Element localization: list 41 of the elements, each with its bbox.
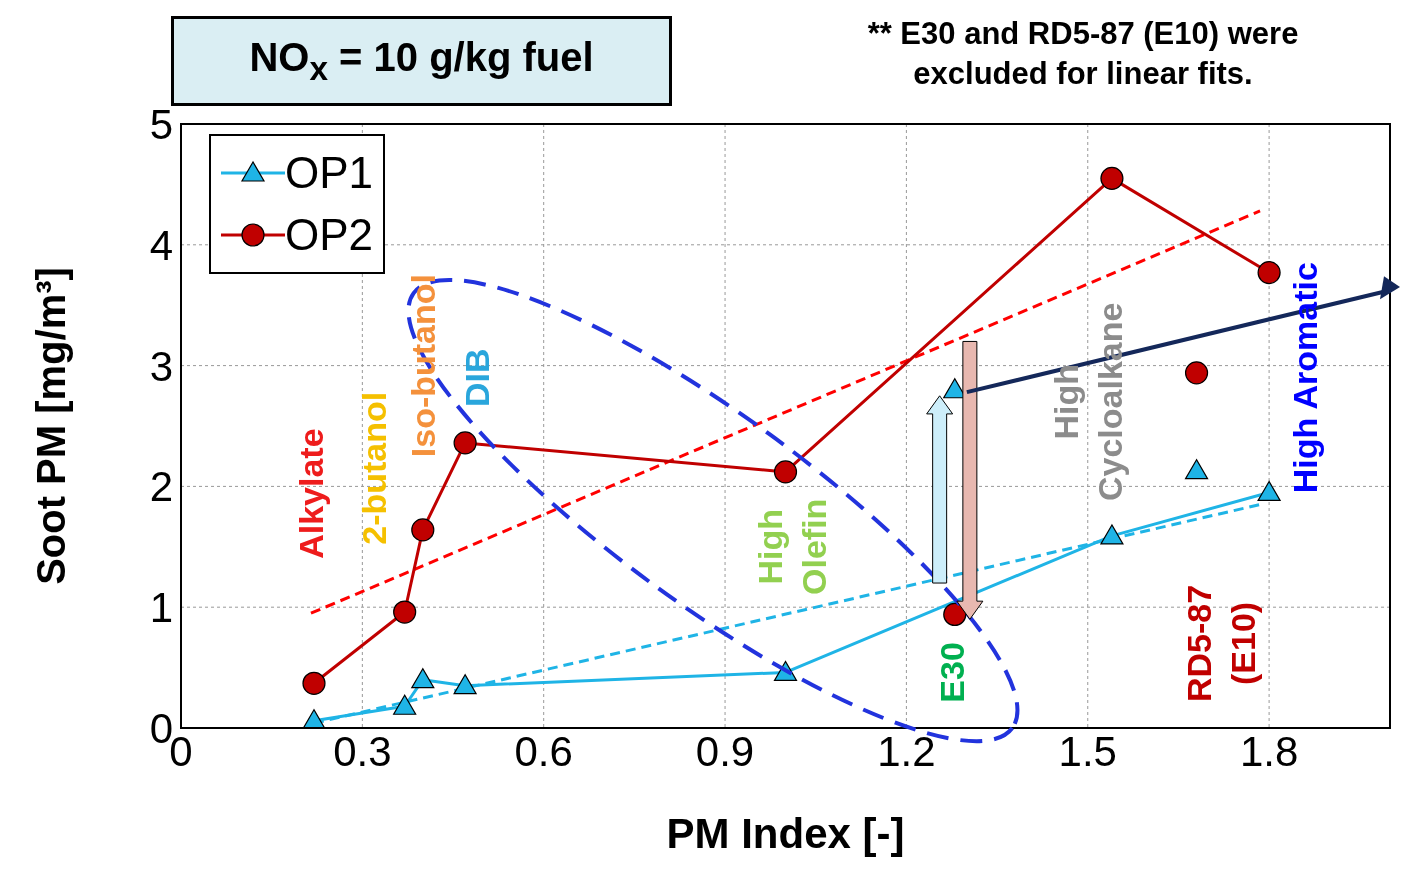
- point: [1257, 260, 1281, 285]
- y-tick-label: 1: [149, 584, 173, 632]
- point: [453, 674, 477, 695]
- x-tick-label: 1.2: [877, 727, 936, 775]
- x-tick-label: 1.8: [1239, 727, 1299, 775]
- x-tick-label: 0.9: [695, 727, 755, 775]
- annotation: RD5-87 (E10): [1179, 584, 1262, 703]
- point: [1184, 361, 1209, 385]
- point: [1184, 459, 1209, 480]
- point: [453, 431, 477, 455]
- annotation: High Cycloalkane: [1046, 302, 1129, 502]
- annotation: Alkylate: [291, 428, 330, 559]
- text: ** E30 and RD5-87 (E10) were excluded for linear fits.: [866, 15, 1300, 93]
- x-axis-title: PM Index [-]: [666, 810, 905, 857]
- point: [411, 668, 435, 689]
- point: [302, 671, 326, 695]
- x-tick-label: 0.6: [514, 727, 573, 775]
- legend-label: OP2: [285, 210, 374, 260]
- point: [773, 460, 798, 484]
- y-tick-label: 2: [149, 463, 173, 511]
- x-tick-label: 0.3: [333, 727, 392, 775]
- y-axis-title: Soot PM [mg/m³]: [29, 267, 74, 585]
- point: [1100, 524, 1124, 545]
- y-tick-label: 3: [149, 342, 173, 390]
- point: [393, 600, 417, 624]
- annotation: DIB: [458, 348, 497, 407]
- point: [1100, 166, 1124, 190]
- annotation: E30: [932, 642, 971, 703]
- point: [943, 602, 967, 627]
- point: [1257, 480, 1281, 502]
- legend-label: OP1: [285, 148, 374, 198]
- y-tick-label: 4: [149, 221, 173, 269]
- annotation: 2-butanol: [355, 391, 394, 545]
- y-tick-label: 5: [149, 100, 173, 148]
- annotation: High Olefin: [750, 498, 833, 595]
- point: [393, 694, 417, 715]
- point: [411, 518, 435, 542]
- chart-title: NO$_{x}$ = 10 g/kg fuel: [249, 34, 594, 88]
- annotation: High Aromatic: [1286, 262, 1325, 494]
- x-tick-label: 1.5: [1058, 727, 1117, 775]
- annotation: Iso-butanol: [403, 274, 442, 458]
